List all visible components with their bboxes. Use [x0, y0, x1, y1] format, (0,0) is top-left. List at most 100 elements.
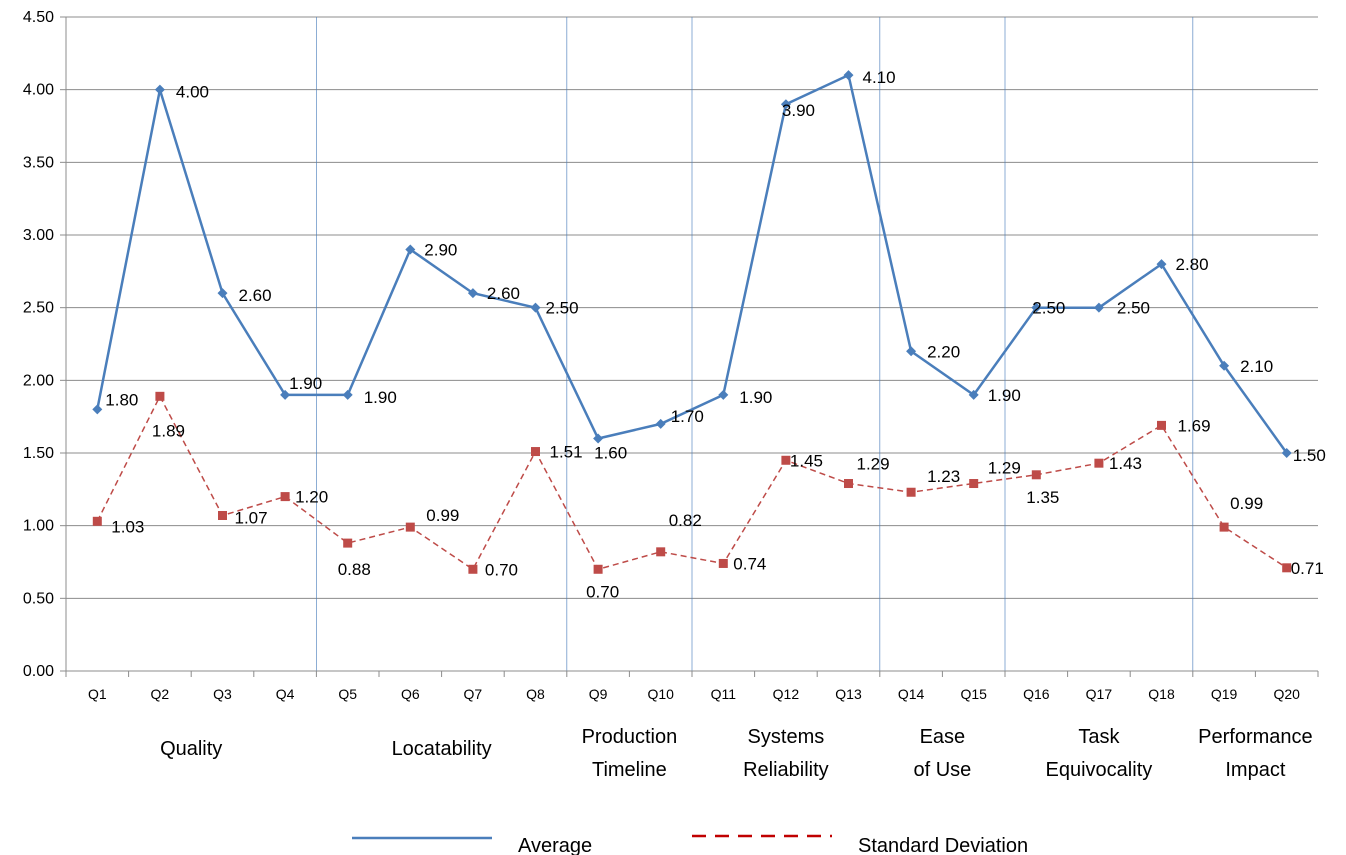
std-dev-data-label: 0.88 — [338, 560, 371, 579]
std-dev-point — [531, 447, 540, 457]
average-point — [655, 418, 666, 429]
std-dev-data-label: 1.29 — [857, 455, 890, 474]
std-dev-data-label: 1.43 — [1109, 454, 1142, 473]
std-dev-point — [844, 479, 853, 489]
std-dev-data-label: 0.70 — [485, 560, 518, 579]
average-point — [280, 389, 291, 400]
average-data-label: 1.70 — [671, 407, 704, 426]
x-tick-label: Q11 — [711, 686, 737, 702]
x-tick-label: Q6 — [401, 686, 420, 702]
std-dev-point — [1282, 563, 1292, 573]
std-dev-data-label: 1.51 — [550, 443, 583, 462]
group-label: of Use — [913, 759, 971, 781]
average-data-label: 2.50 — [546, 299, 579, 318]
group-label: Ease — [920, 726, 966, 748]
std-dev-point — [468, 564, 478, 574]
average-point — [405, 244, 416, 255]
series-lines — [92, 70, 1292, 574]
group-label: Timeline — [592, 759, 667, 781]
std-dev-point — [155, 391, 165, 401]
average-data-label: 1.50 — [1293, 446, 1326, 465]
average-point — [530, 302, 541, 313]
y-tick-label: 4.00 — [23, 82, 54, 99]
y-tick-label: 3.00 — [23, 227, 54, 244]
average-point — [906, 346, 917, 357]
group-label: Reliability — [743, 759, 829, 781]
std-dev-data-label: 1.07 — [235, 508, 268, 527]
std-dev-point — [1094, 458, 1104, 468]
average-data-label: 1.90 — [988, 386, 1021, 405]
x-tick-label: Q19 — [1211, 686, 1238, 702]
average-data-label: 2.50 — [1032, 299, 1065, 318]
std-dev-data-label: 0.71 — [1291, 559, 1324, 578]
average-point — [217, 288, 228, 299]
average-point — [1031, 302, 1042, 313]
group-label: Systems — [748, 726, 825, 748]
std-dev-data-label: 1.89 — [152, 421, 185, 440]
group-label: Performance — [1198, 726, 1313, 748]
x-tick-label: Q17 — [1086, 686, 1113, 702]
data-labels: 1.80 4.00 2.60 1.90 1.90 2.90 2.60 2.50 1.60 1.70… — [105, 68, 1325, 601]
average-point — [1219, 360, 1230, 371]
std-dev-data-label: 0.82 — [669, 511, 702, 530]
average-point — [593, 433, 604, 444]
std-dev-point — [218, 510, 227, 520]
x-tick-label: Q10 — [647, 686, 674, 702]
average-point — [154, 84, 165, 95]
gridlines — [66, 16, 1318, 671]
std-dev-point — [718, 558, 728, 568]
group-label: Equivocality — [1046, 759, 1153, 781]
x-tick-label: Q20 — [1273, 686, 1300, 702]
x-tick-label: Q3 — [213, 686, 232, 702]
group-label: Impact — [1225, 759, 1285, 781]
std-dev-data-label: 0.99 — [426, 506, 459, 525]
x-tick-label: Q2 — [151, 686, 170, 702]
std-dev-point — [906, 487, 916, 497]
std-dev-data-label: 0.99 — [1230, 494, 1263, 513]
std-dev-point — [343, 538, 353, 548]
legend-average-label: Average — [518, 835, 592, 855]
y-tick-label: 2.50 — [23, 300, 54, 317]
legend-std-dev-label: Standard Deviation — [858, 835, 1028, 855]
average-point — [342, 389, 353, 400]
y-tick-label: 1.50 — [23, 445, 54, 462]
y-tick-label: 2.00 — [23, 372, 54, 389]
average-data-label: 2.90 — [424, 241, 457, 260]
average-data-label: 2.80 — [1176, 255, 1209, 274]
y-tick-label: 0.50 — [23, 590, 54, 607]
y-tick-label: 0.00 — [23, 663, 54, 680]
group-label: Production — [582, 726, 678, 748]
std-dev-point — [1219, 522, 1229, 532]
std-dev-data-label: 1.69 — [1178, 416, 1211, 435]
std-dev-point — [1157, 420, 1166, 430]
std-dev-data-label: 1.29 — [988, 459, 1021, 478]
average-point — [780, 99, 791, 110]
average-data-label: 3.90 — [782, 101, 815, 120]
group-label: Locatability — [392, 738, 492, 760]
std-dev-data-label: 1.20 — [295, 488, 328, 507]
x-tick-label: Q13 — [835, 686, 862, 702]
average-point — [718, 389, 729, 400]
std-dev-point — [656, 547, 666, 557]
x-tick-label: Q8 — [526, 686, 545, 702]
group-label: Quality — [160, 738, 222, 760]
average-data-label: 1.60 — [594, 443, 627, 462]
average-point — [467, 288, 478, 299]
x-tick-label: Q5 — [338, 686, 357, 702]
x-tick-label: Q16 — [1023, 686, 1050, 702]
average-data-label: 2.10 — [1240, 357, 1273, 376]
group-label: Task — [1078, 726, 1120, 748]
x-tick-label: Q14 — [898, 686, 925, 702]
x-tick-label: Q7 — [464, 686, 483, 702]
y-tick-label: 1.00 — [23, 518, 54, 535]
average-data-label: 4.00 — [176, 83, 209, 102]
std-dev-point — [405, 522, 415, 532]
std-dev-data-label: 1.45 — [790, 451, 823, 470]
legend: Average Standard Deviation — [352, 834, 1028, 855]
std-dev-point — [280, 492, 290, 502]
average-data-label: 1.90 — [739, 388, 772, 407]
average-point — [1093, 302, 1104, 313]
average-data-label: 1.80 — [105, 390, 138, 409]
std-dev-data-label: 1.03 — [111, 517, 144, 536]
